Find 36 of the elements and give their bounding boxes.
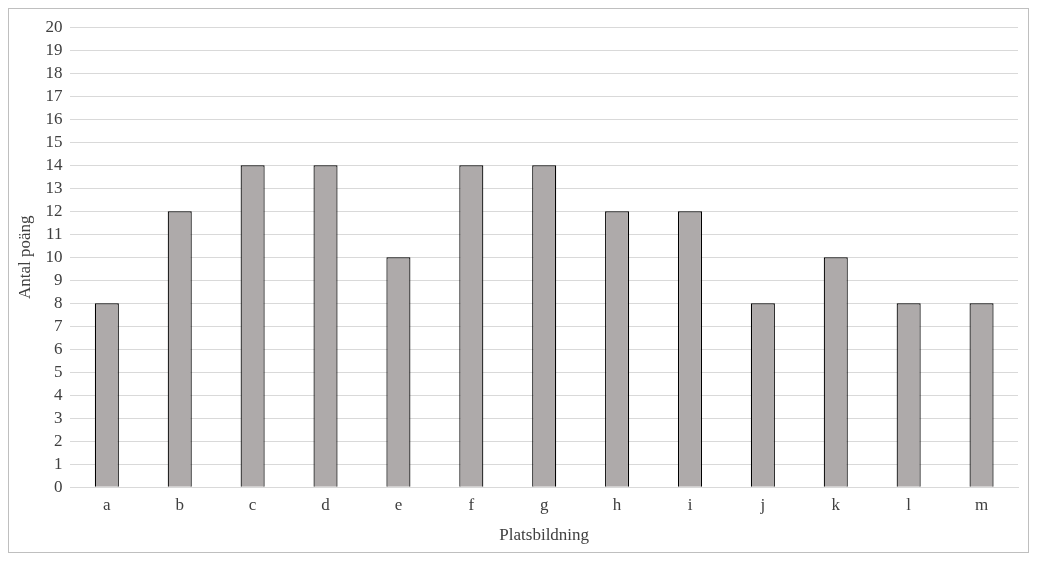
x-tick-label: m bbox=[974, 494, 989, 514]
x-tick-label: l bbox=[906, 494, 912, 514]
x-tick-label: e bbox=[394, 494, 403, 514]
x-tick-label: c bbox=[248, 494, 257, 514]
y-tick-label: 0 bbox=[53, 476, 63, 496]
y-axis-title: Antal poäng bbox=[14, 214, 34, 299]
y-tick-label: 17 bbox=[45, 85, 63, 105]
x-tick-label: b bbox=[175, 494, 184, 514]
x-tick-label: a bbox=[103, 494, 112, 514]
x-tick-label: d bbox=[321, 494, 331, 514]
y-tick-label: 5 bbox=[53, 361, 63, 381]
y-tick-label: 13 bbox=[45, 177, 63, 197]
y-tick-label: 18 bbox=[45, 62, 63, 82]
y-tick-label: 3 bbox=[53, 407, 63, 427]
y-tick-label: 2 bbox=[53, 430, 63, 450]
y-tick-label: 6 bbox=[53, 338, 63, 358]
y-tick-label: 15 bbox=[45, 131, 63, 151]
x-tick-label: g bbox=[539, 494, 549, 514]
y-tick-label: 9 bbox=[53, 269, 63, 289]
y-tick-label: 7 bbox=[53, 315, 63, 335]
y-tick-label: 19 bbox=[45, 39, 63, 59]
y-tick-label: 11 bbox=[46, 223, 63, 243]
x-tick-label: j bbox=[759, 494, 766, 514]
y-tick-label: 14 bbox=[45, 154, 63, 174]
x-tick-label: k bbox=[831, 494, 841, 514]
x-axis-title: Platsbildning bbox=[499, 525, 590, 545]
y-tick-label: 20 bbox=[45, 16, 63, 36]
x-tick-label: i bbox=[687, 494, 693, 514]
x-tick-label: h bbox=[612, 494, 622, 514]
y-tick-label: 4 bbox=[53, 384, 63, 404]
y-tick-label: 10 bbox=[45, 246, 63, 266]
y-tick-label: 1 bbox=[53, 453, 63, 473]
y-tick-label: 8 bbox=[53, 292, 63, 312]
x-tick-label: f bbox=[468, 494, 475, 514]
y-tick-label: 12 bbox=[45, 200, 63, 220]
y-tick-label: 16 bbox=[45, 108, 63, 128]
